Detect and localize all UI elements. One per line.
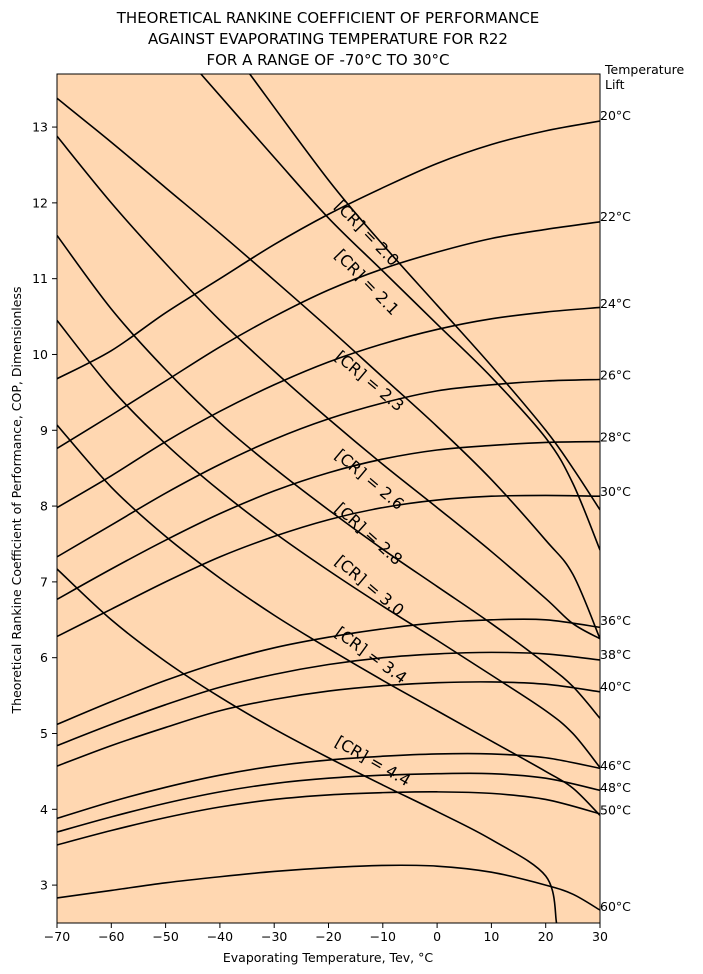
- x-tick-label: −40: [207, 929, 233, 944]
- chart-title-line-1: THEORETICAL RANKINE COEFFICIENT OF PERFO…: [116, 9, 539, 27]
- lift-legend-title-line-2: Lift: [605, 77, 625, 92]
- lift-curve-60-c: [57, 864, 600, 911]
- y-tick-label: 7: [40, 574, 48, 589]
- x-tick-label: −50: [152, 929, 178, 944]
- cr-curve-cr-3-4: [57, 424, 600, 816]
- lift-curve-22-c: [57, 221, 600, 450]
- lift-label-20-c: 20°C: [600, 108, 631, 123]
- cr-curve-cr-3-0: [57, 319, 600, 769]
- chart-title: THEORETICAL RANKINE COEFFICIENT OF PERFO…: [116, 9, 539, 69]
- y-tick-label: 3: [40, 878, 48, 893]
- cr-curve-cr-2-1: [249, 74, 600, 511]
- cr-curve-cr-2-0: [200, 74, 600, 551]
- y-axis-ticks: 3 4 5 6 7 8 9 10 11 12 13: [32, 120, 57, 893]
- x-tick-label: −60: [98, 929, 124, 944]
- x-tick-label: 20: [538, 929, 554, 944]
- compression-ratio-curves: [57, 74, 600, 923]
- lift-curve-50-c: [57, 791, 600, 846]
- y-tick-label: 11: [32, 271, 48, 286]
- cr-curve-cr-2-3: [57, 97, 600, 640]
- y-tick-label: 13: [32, 120, 48, 135]
- lift-label-48-c: 48°C: [600, 780, 631, 795]
- y-tick-label: 4: [40, 802, 48, 817]
- y-tick-label: 5: [40, 726, 48, 741]
- lift-legend-title-line-1: Temperature: [604, 62, 684, 77]
- lift-label-28-c: 28°C: [600, 430, 631, 445]
- lift-curve-46-c: [57, 752, 600, 820]
- lift-label-50-c: 50°C: [600, 803, 631, 818]
- cr-curve-cr-4-4: [57, 568, 558, 923]
- x-tick-label: 30: [592, 929, 608, 944]
- lift-label-40-c: 40°C: [600, 679, 631, 694]
- lift-curve-48-c: [57, 772, 600, 833]
- x-tick-label: −20: [315, 929, 341, 944]
- x-axis-ticks: −70 −60 −50 −40 −30 −20 −10 0 10 20 30: [44, 923, 608, 944]
- chart-title-line-2: AGAINST EVAPORATING TEMPERATURE FOR R22: [148, 30, 508, 48]
- lift-label-36-c: 36°C: [600, 613, 631, 628]
- lift-legend-title: Temperature Lift: [604, 62, 684, 92]
- x-tick-label: −30: [261, 929, 287, 944]
- y-tick-label: 10: [32, 347, 48, 362]
- y-tick-label: 12: [32, 195, 48, 210]
- lift-curve-20-c: [57, 120, 600, 380]
- x-tick-label: 0: [433, 929, 441, 944]
- lift-label-38-c: 38°C: [600, 647, 631, 662]
- x-axis-label: Evaporating Temperature, Tev, °C: [223, 950, 433, 965]
- x-tick-label: −70: [44, 929, 70, 944]
- lift-label-60-c: 60°C: [600, 899, 631, 914]
- lift-label-46-c: 46°C: [600, 758, 631, 773]
- lift-label-26-c: 26°C: [600, 367, 631, 382]
- x-tick-label: 10: [483, 929, 499, 944]
- y-tick-label: 8: [40, 499, 48, 514]
- lift-curve-40-c: [57, 681, 600, 767]
- temperature-lift-labels: 20°C 22°C 24°C 26°C 28°C 30°C 36°C 38°C 40°C 46°C…: [600, 108, 631, 914]
- lift-curve-24-c: [57, 306, 600, 509]
- chart-title-line-3: FOR A RANGE OF -70°C TO 30°C: [206, 51, 449, 69]
- lift-label-24-c: 24°C: [600, 296, 631, 311]
- lift-label-22-c: 22°C: [600, 209, 631, 224]
- lift-curve-28-c: [57, 440, 600, 601]
- lift-label-30-c: 30°C: [600, 484, 631, 499]
- lift-curve-36-c: [57, 618, 600, 726]
- lift-curve-38-c: [57, 651, 600, 747]
- temperature-lift-curves: [57, 120, 600, 911]
- cr-curve-cr-2-8: [57, 234, 600, 719]
- x-tick-label: −10: [370, 929, 396, 944]
- y-tick-label: 9: [40, 423, 48, 438]
- cr-curve-cr-2-6: [57, 135, 600, 640]
- y-tick-label: 6: [40, 650, 48, 665]
- y-axis-label: Theoretical Rankine Coefficient of Perfo…: [9, 287, 24, 715]
